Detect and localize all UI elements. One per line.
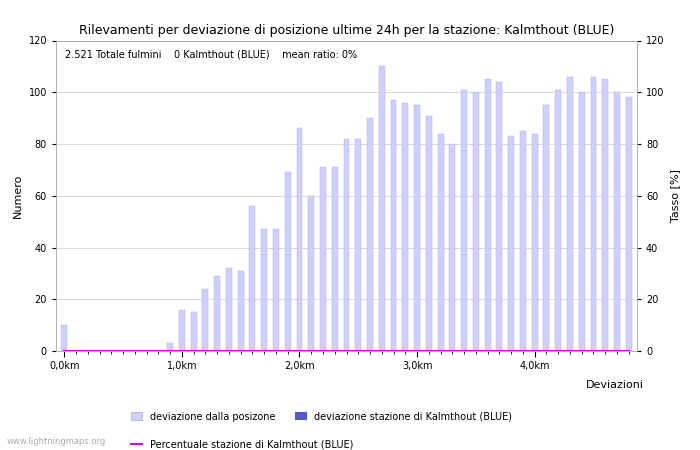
Text: 2.521 Totale fulmini    0 Kalmthout (BLUE)    mean ratio: 0%: 2.521 Totale fulmini 0 Kalmthout (BLUE) … — [64, 50, 357, 60]
Bar — [520, 131, 526, 351]
Text: Deviazioni: Deviazioni — [586, 380, 644, 390]
Bar — [179, 310, 185, 351]
Bar — [555, 90, 561, 351]
Bar — [238, 271, 244, 351]
Bar — [414, 105, 420, 351]
Y-axis label: Tasso [%]: Tasso [%] — [670, 169, 680, 222]
Bar — [167, 343, 173, 351]
Bar — [62, 325, 67, 351]
Bar — [344, 139, 349, 351]
Bar — [367, 118, 373, 351]
Bar — [449, 144, 455, 351]
Bar — [249, 206, 256, 351]
Bar — [273, 230, 279, 351]
Bar — [214, 276, 220, 351]
Bar — [402, 103, 408, 351]
Bar — [614, 92, 620, 351]
Bar — [591, 77, 596, 351]
Bar — [320, 167, 326, 351]
Bar — [438, 134, 444, 351]
Bar — [579, 92, 584, 351]
Bar — [508, 136, 514, 351]
Legend: Percentuale stazione di Kalmthout (BLUE): Percentuale stazione di Kalmthout (BLUE) — [131, 440, 354, 450]
Bar — [297, 129, 302, 351]
Bar — [308, 196, 314, 351]
Bar — [391, 100, 396, 351]
Bar — [484, 79, 491, 351]
Bar — [226, 268, 232, 351]
Bar — [356, 139, 361, 351]
Bar — [543, 105, 550, 351]
Bar — [379, 66, 385, 351]
Bar — [190, 312, 197, 351]
Y-axis label: Numero: Numero — [13, 174, 23, 218]
Bar — [496, 82, 503, 351]
Bar — [285, 172, 290, 351]
Bar — [461, 90, 467, 351]
Bar — [626, 98, 631, 351]
Text: www.lightningmaps.org: www.lightningmaps.org — [7, 436, 106, 446]
Title: Rilevamenti per deviazione di posizione ultime 24h per la stazione: Kalmthout (B: Rilevamenti per deviazione di posizione … — [79, 23, 614, 36]
Bar — [332, 167, 337, 351]
Bar — [202, 289, 209, 351]
Bar — [426, 116, 432, 351]
Bar — [532, 134, 538, 351]
Bar — [567, 77, 573, 351]
Bar — [261, 230, 267, 351]
Bar — [602, 79, 608, 351]
Bar — [473, 92, 479, 351]
